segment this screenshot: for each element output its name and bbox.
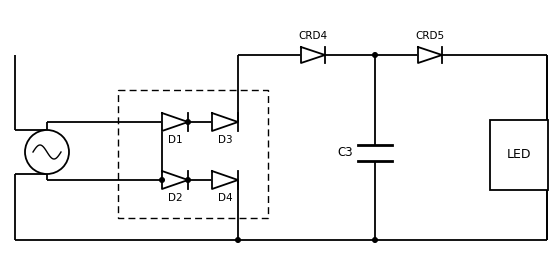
Bar (118, 90, 268, 218)
Circle shape (373, 53, 377, 57)
Polygon shape (212, 171, 238, 189)
Polygon shape (301, 47, 325, 63)
Text: CRD5: CRD5 (416, 31, 445, 41)
Circle shape (236, 238, 240, 242)
Text: D3: D3 (218, 135, 232, 145)
Polygon shape (162, 113, 188, 131)
Polygon shape (162, 171, 188, 189)
Text: CRD4: CRD4 (298, 31, 328, 41)
Polygon shape (212, 113, 238, 131)
Circle shape (373, 238, 377, 242)
Text: LED: LED (507, 148, 531, 162)
Circle shape (25, 130, 69, 174)
Circle shape (186, 178, 190, 182)
Text: D4: D4 (218, 193, 232, 203)
Polygon shape (418, 47, 442, 63)
Bar (490, 120, 548, 190)
Text: C3: C3 (337, 147, 353, 159)
Text: D2: D2 (167, 193, 183, 203)
Circle shape (186, 120, 190, 124)
Text: D1: D1 (167, 135, 183, 145)
Circle shape (160, 178, 164, 182)
